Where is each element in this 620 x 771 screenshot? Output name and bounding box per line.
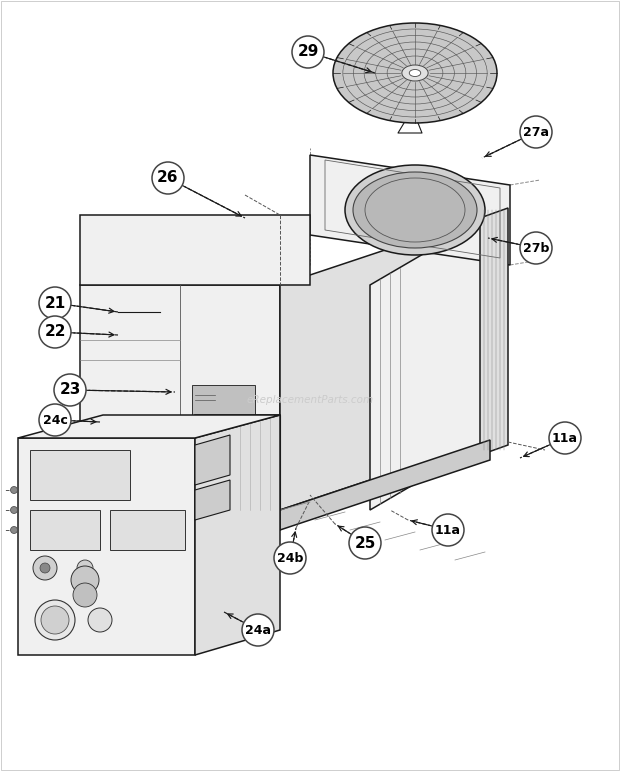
Polygon shape	[192, 385, 255, 415]
Text: 24c: 24c	[43, 413, 68, 426]
Circle shape	[73, 583, 97, 607]
Circle shape	[549, 422, 581, 454]
Polygon shape	[80, 510, 280, 530]
Polygon shape	[195, 480, 230, 520]
Polygon shape	[80, 215, 310, 285]
Text: 23: 23	[60, 382, 81, 398]
Circle shape	[71, 566, 99, 594]
Polygon shape	[18, 415, 280, 438]
Text: 27b: 27b	[523, 241, 549, 254]
Circle shape	[274, 542, 306, 574]
Polygon shape	[480, 208, 508, 455]
Text: 11a: 11a	[552, 432, 578, 445]
Polygon shape	[370, 215, 490, 510]
Text: 24b: 24b	[277, 551, 303, 564]
Circle shape	[432, 514, 464, 546]
Ellipse shape	[345, 165, 485, 255]
Circle shape	[349, 527, 381, 559]
Polygon shape	[110, 510, 185, 550]
Text: eReplacementParts.com: eReplacementParts.com	[246, 395, 374, 405]
Circle shape	[520, 232, 552, 264]
Ellipse shape	[402, 65, 428, 81]
Polygon shape	[80, 285, 280, 510]
Circle shape	[520, 116, 552, 148]
Circle shape	[11, 507, 17, 513]
Polygon shape	[195, 420, 280, 440]
Circle shape	[39, 316, 71, 348]
Circle shape	[40, 563, 50, 573]
Circle shape	[41, 606, 69, 634]
Polygon shape	[18, 438, 195, 655]
Circle shape	[11, 527, 17, 534]
Polygon shape	[195, 415, 280, 655]
Circle shape	[54, 374, 86, 406]
Circle shape	[39, 287, 71, 319]
Ellipse shape	[333, 23, 497, 123]
Circle shape	[33, 556, 57, 580]
Polygon shape	[280, 440, 490, 530]
Ellipse shape	[353, 172, 477, 248]
Text: 29: 29	[298, 45, 319, 59]
Text: 11a: 11a	[435, 524, 461, 537]
Polygon shape	[230, 415, 280, 510]
Circle shape	[292, 36, 324, 68]
Circle shape	[88, 608, 112, 632]
Circle shape	[11, 487, 17, 493]
Polygon shape	[30, 450, 130, 500]
Polygon shape	[30, 510, 100, 550]
Polygon shape	[195, 435, 230, 485]
Circle shape	[39, 404, 71, 436]
Text: 22: 22	[44, 325, 66, 339]
Text: 27a: 27a	[523, 126, 549, 139]
Polygon shape	[280, 215, 490, 510]
Circle shape	[242, 614, 274, 646]
Text: 25: 25	[354, 536, 376, 550]
Ellipse shape	[409, 69, 421, 76]
Text: 24a: 24a	[245, 624, 271, 637]
Text: 26: 26	[157, 170, 179, 186]
Circle shape	[35, 600, 75, 640]
Polygon shape	[195, 460, 280, 480]
Polygon shape	[310, 155, 510, 265]
Circle shape	[77, 560, 93, 576]
Text: 21: 21	[45, 295, 66, 311]
Polygon shape	[195, 415, 280, 510]
Circle shape	[152, 162, 184, 194]
